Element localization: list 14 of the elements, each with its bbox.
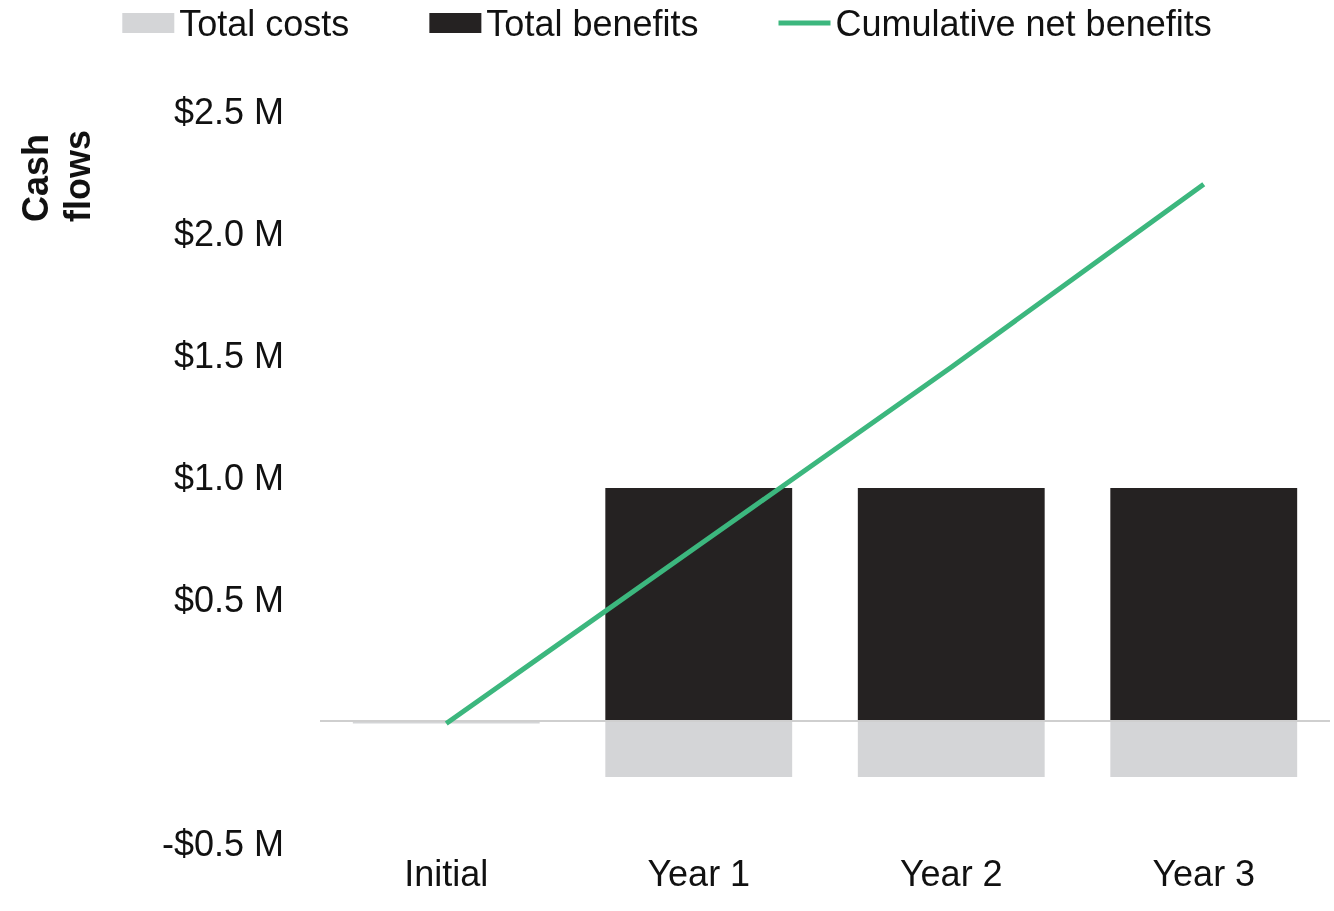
x-tick-label: Year 2 bbox=[899, 852, 1003, 894]
y-tick-label: $1.0 M bbox=[173, 456, 284, 498]
y-tick-label: $2.5 M bbox=[173, 90, 284, 132]
legend-label: Total benefits bbox=[486, 2, 699, 44]
x-tick-label: Year 3 bbox=[1152, 852, 1256, 894]
legend-label: Cumulative net benefits bbox=[835, 2, 1212, 44]
y-tick-label: $2.0 M bbox=[173, 212, 284, 254]
x-tick-label: Initial bbox=[404, 852, 489, 894]
x-tick-label: Year 1 bbox=[647, 852, 751, 894]
y-tick-label: $0.5 M bbox=[173, 578, 284, 620]
y-tick-label: -$0.5 M bbox=[161, 822, 284, 864]
y-axis-title: Cash flows bbox=[14, 123, 98, 222]
legend-label: Total costs bbox=[179, 2, 350, 44]
y-tick-label: $1.5 M bbox=[173, 334, 284, 376]
